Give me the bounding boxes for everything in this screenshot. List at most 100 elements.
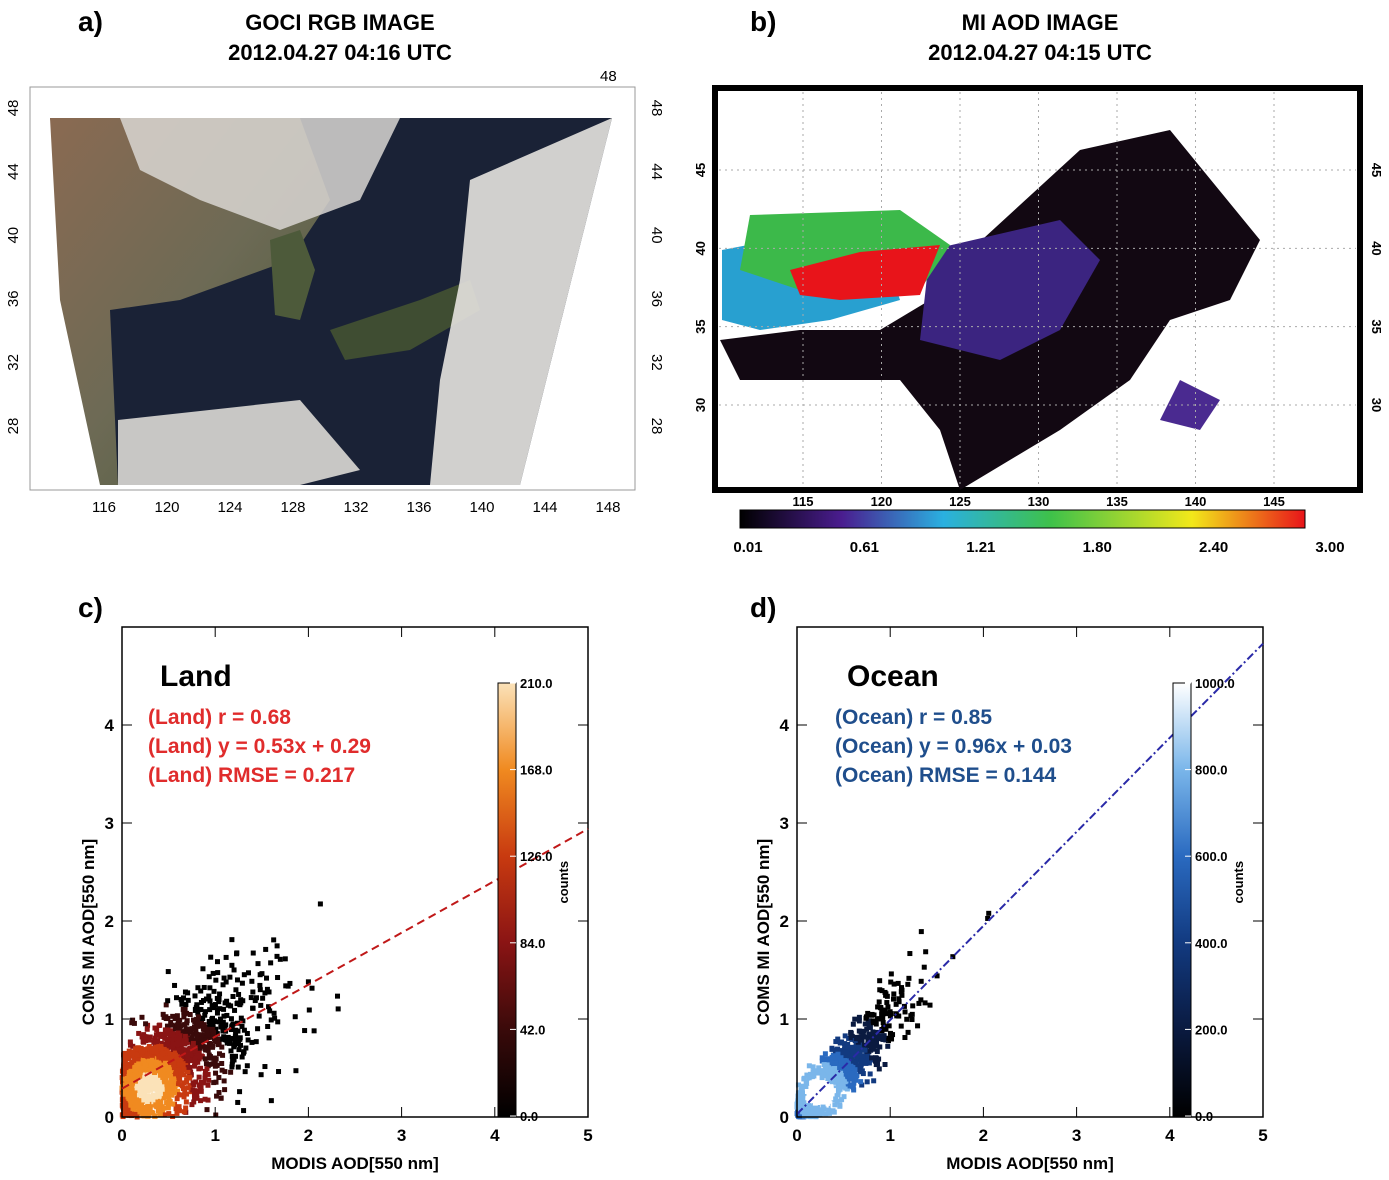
- density-point: [217, 1016, 223, 1022]
- density-point: [171, 1090, 177, 1096]
- density-point: [234, 950, 240, 956]
- density-point: [157, 1053, 163, 1059]
- density-point: [165, 1037, 171, 1043]
- density-point: [922, 1000, 928, 1006]
- density-point: [856, 1028, 862, 1034]
- density-point: [832, 1066, 838, 1072]
- density-point: [131, 1095, 137, 1101]
- density-point: [950, 954, 956, 960]
- density-point: [306, 1007, 312, 1013]
- density-point: [795, 1082, 801, 1088]
- density-point: [221, 1078, 227, 1084]
- density-point: [179, 1083, 185, 1089]
- land-stat-line: (Land) y = 0.53x + 0.29: [148, 735, 371, 758]
- panel-b-y-tick-left: 45: [693, 163, 708, 177]
- density-point: [144, 1099, 150, 1105]
- density-point: [128, 1078, 134, 1084]
- density-point: [126, 1048, 132, 1054]
- density-point: [287, 980, 293, 986]
- panel-a-y-tick-right: 36: [648, 290, 665, 307]
- x-axis-label: MODIS AOD[550 nm]: [946, 1154, 1114, 1173]
- density-point: [835, 1071, 841, 1077]
- density-point: [170, 1041, 176, 1047]
- density-point: [824, 1066, 830, 1072]
- density-point: [149, 1077, 155, 1083]
- density-point: [821, 1062, 827, 1068]
- density-point: [169, 1084, 175, 1090]
- density-point: [888, 979, 894, 985]
- density-point: [801, 1076, 807, 1082]
- y-tick-label: 3: [105, 814, 114, 833]
- density-point: [335, 1006, 341, 1012]
- land-scatter-plot: 0 1 2 3 4 5 0 1 2 3 4 MODIS AOD[550 nm] COMS MI AOD[…: [79, 626, 593, 1173]
- density-point: [182, 1011, 188, 1017]
- density-point: [183, 1099, 189, 1105]
- colorbar-tick-label: 200.0: [1195, 1022, 1228, 1037]
- density-point: [127, 1102, 133, 1108]
- density-point: [133, 1046, 139, 1052]
- density-point: [142, 1047, 148, 1053]
- density-point: [228, 1048, 234, 1054]
- density-point: [127, 1042, 133, 1048]
- density-point: [212, 1002, 218, 1008]
- density-point: [145, 1082, 151, 1088]
- density-point: [173, 1071, 179, 1077]
- density-point: [157, 1068, 163, 1074]
- density-point: [193, 1079, 199, 1085]
- density-point: [239, 1054, 245, 1060]
- density-point: [125, 1051, 131, 1057]
- density-point: [838, 1073, 844, 1079]
- density-point: [216, 1036, 222, 1042]
- density-point: [841, 1094, 847, 1100]
- density-point: [277, 956, 283, 962]
- density-point: [821, 1093, 827, 1099]
- y-tick-label: 4: [780, 716, 790, 735]
- density-point: [161, 1112, 167, 1118]
- density-point: [142, 1075, 148, 1081]
- panel-b-y-tick-left: 30: [693, 398, 708, 412]
- density-point: [178, 1033, 184, 1039]
- density-point: [905, 1029, 911, 1035]
- x-tick-label: 2: [979, 1126, 988, 1145]
- density-point: [200, 1026, 206, 1032]
- panel-a-x-tick: 116: [92, 499, 116, 516]
- density-point: [196, 1082, 202, 1088]
- density-point: [223, 954, 229, 960]
- density-point: [250, 989, 256, 995]
- density-point: [202, 1096, 208, 1102]
- density-point: [823, 1094, 829, 1100]
- land-plot-frame: [121, 626, 589, 1118]
- density-point: [245, 1037, 251, 1043]
- density-point: [175, 1067, 181, 1073]
- density-point: [207, 1021, 213, 1027]
- panel-b-y-tick-right: 30: [1369, 398, 1384, 412]
- density-point: [176, 1104, 182, 1110]
- density-point: [274, 953, 280, 959]
- density-point: [886, 1023, 892, 1029]
- density-point: [179, 1037, 185, 1043]
- density-point: [823, 1111, 829, 1117]
- density-point: [866, 1060, 872, 1066]
- panel-b-title-line2: 2012.04.27 04:15 UTC: [928, 40, 1152, 65]
- density-point: [826, 1110, 832, 1116]
- density-point: [196, 1048, 202, 1054]
- density-point: [195, 1059, 201, 1065]
- density-point: [854, 1073, 860, 1079]
- density-point: [233, 987, 239, 993]
- density-point: [207, 985, 213, 991]
- density-point: [896, 1013, 902, 1019]
- density-point: [182, 1089, 188, 1095]
- panel-a-x-tick: 120: [154, 499, 179, 516]
- density-point: [182, 1006, 188, 1012]
- density-point: [898, 1023, 904, 1029]
- density-point: [169, 1028, 175, 1034]
- density-point: [809, 1080, 815, 1086]
- density-point: [184, 1020, 190, 1026]
- density-point: [139, 1100, 145, 1106]
- aod-colorbar: [739, 509, 1306, 529]
- density-point: [142, 1034, 148, 1040]
- density-point: [210, 970, 216, 976]
- density-point: [164, 1023, 170, 1029]
- density-point: [795, 1112, 801, 1118]
- density-point: [237, 1035, 243, 1041]
